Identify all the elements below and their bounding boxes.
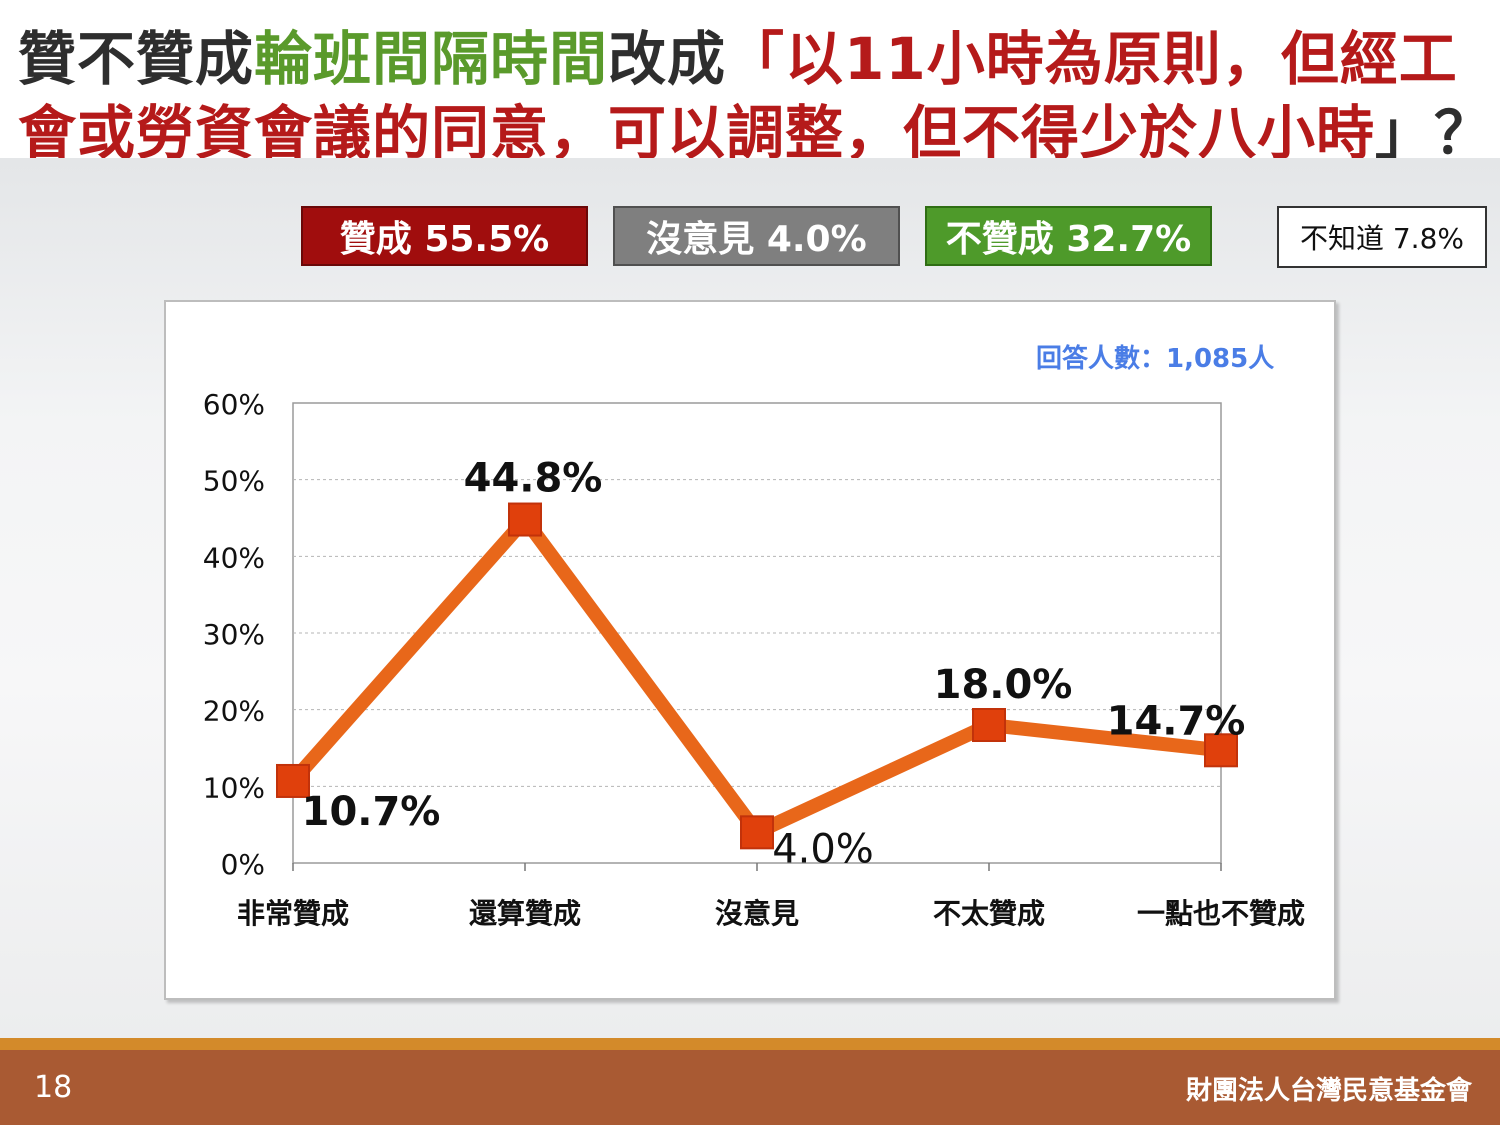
x-category-label: 還算贊成: [469, 897, 581, 930]
respondent-count: 回答人數：1,085人: [1036, 344, 1275, 374]
title-segment: 贊不贊成: [18, 25, 255, 93]
x-category-label: 不太贊成: [933, 897, 1045, 930]
page-number: 18: [34, 1070, 73, 1105]
data-value-label: 10.7%: [302, 789, 441, 835]
data-value-label: 18.0%: [934, 662, 1073, 708]
x-category-label: 非常贊成: [237, 897, 349, 930]
summary-unknown-badge: 不知道 7.8%: [1277, 206, 1487, 268]
data-point-marker: [508, 502, 542, 537]
y-tick-label: 10%: [203, 771, 265, 804]
y-tick-label: 20%: [203, 695, 265, 728]
summary-agree-badge: 贊成 55.5%: [301, 206, 588, 266]
slide-title-line-1: 贊不贊成輪班間隔時間改成「以11小時為原則，但經工: [18, 12, 1458, 96]
title-segment: 改成: [608, 25, 727, 93]
data-point-marker: [972, 708, 1006, 742]
summary-neutral-badge: 沒意見 4.0%: [613, 206, 900, 266]
x-category-label: 一點也不贊成: [1137, 897, 1305, 930]
data-value-label: 4.0%: [772, 826, 874, 872]
title-segment-highlight: 輪班間隔時間: [254, 25, 609, 93]
title-segment: 」？: [1375, 99, 1494, 167]
y-tick-label: 50%: [203, 465, 265, 498]
data-point-marker: [740, 815, 774, 850]
data-point-marker: [1204, 733, 1238, 768]
footer-bar: [0, 1050, 1500, 1125]
y-tick-label: 0%: [221, 848, 265, 881]
y-tick-label: 30%: [203, 618, 265, 651]
organization-name: 財團法人台灣民意基金會: [1185, 1076, 1472, 1106]
title-segment-quote: 會或勞資會議的同意，可以調整，但不得少於八小時: [18, 99, 1376, 167]
x-category-label: 沒意見: [715, 897, 799, 930]
title-area: 贊不贊成輪班間隔時間改成「以11小時為原則，但經工 會或勞資會議的同意，可以調整…: [0, 0, 1500, 167]
data-point-marker: [276, 763, 310, 798]
title-segment-quote: 「以11小時為原則，但經工: [726, 25, 1458, 93]
footer-accent-bar: [0, 1038, 1500, 1050]
data-value-label: 44.8%: [464, 456, 603, 502]
y-tick-label: 60%: [203, 388, 265, 421]
y-tick-label: 40%: [203, 541, 265, 574]
summary-disagree-badge: 不贊成 32.7%: [925, 206, 1212, 266]
data-value-label: 14.7%: [1107, 698, 1246, 744]
slide-title-line-2: 會或勞資會議的同意，可以調整，但不得少於八小時」？: [18, 86, 1493, 170]
